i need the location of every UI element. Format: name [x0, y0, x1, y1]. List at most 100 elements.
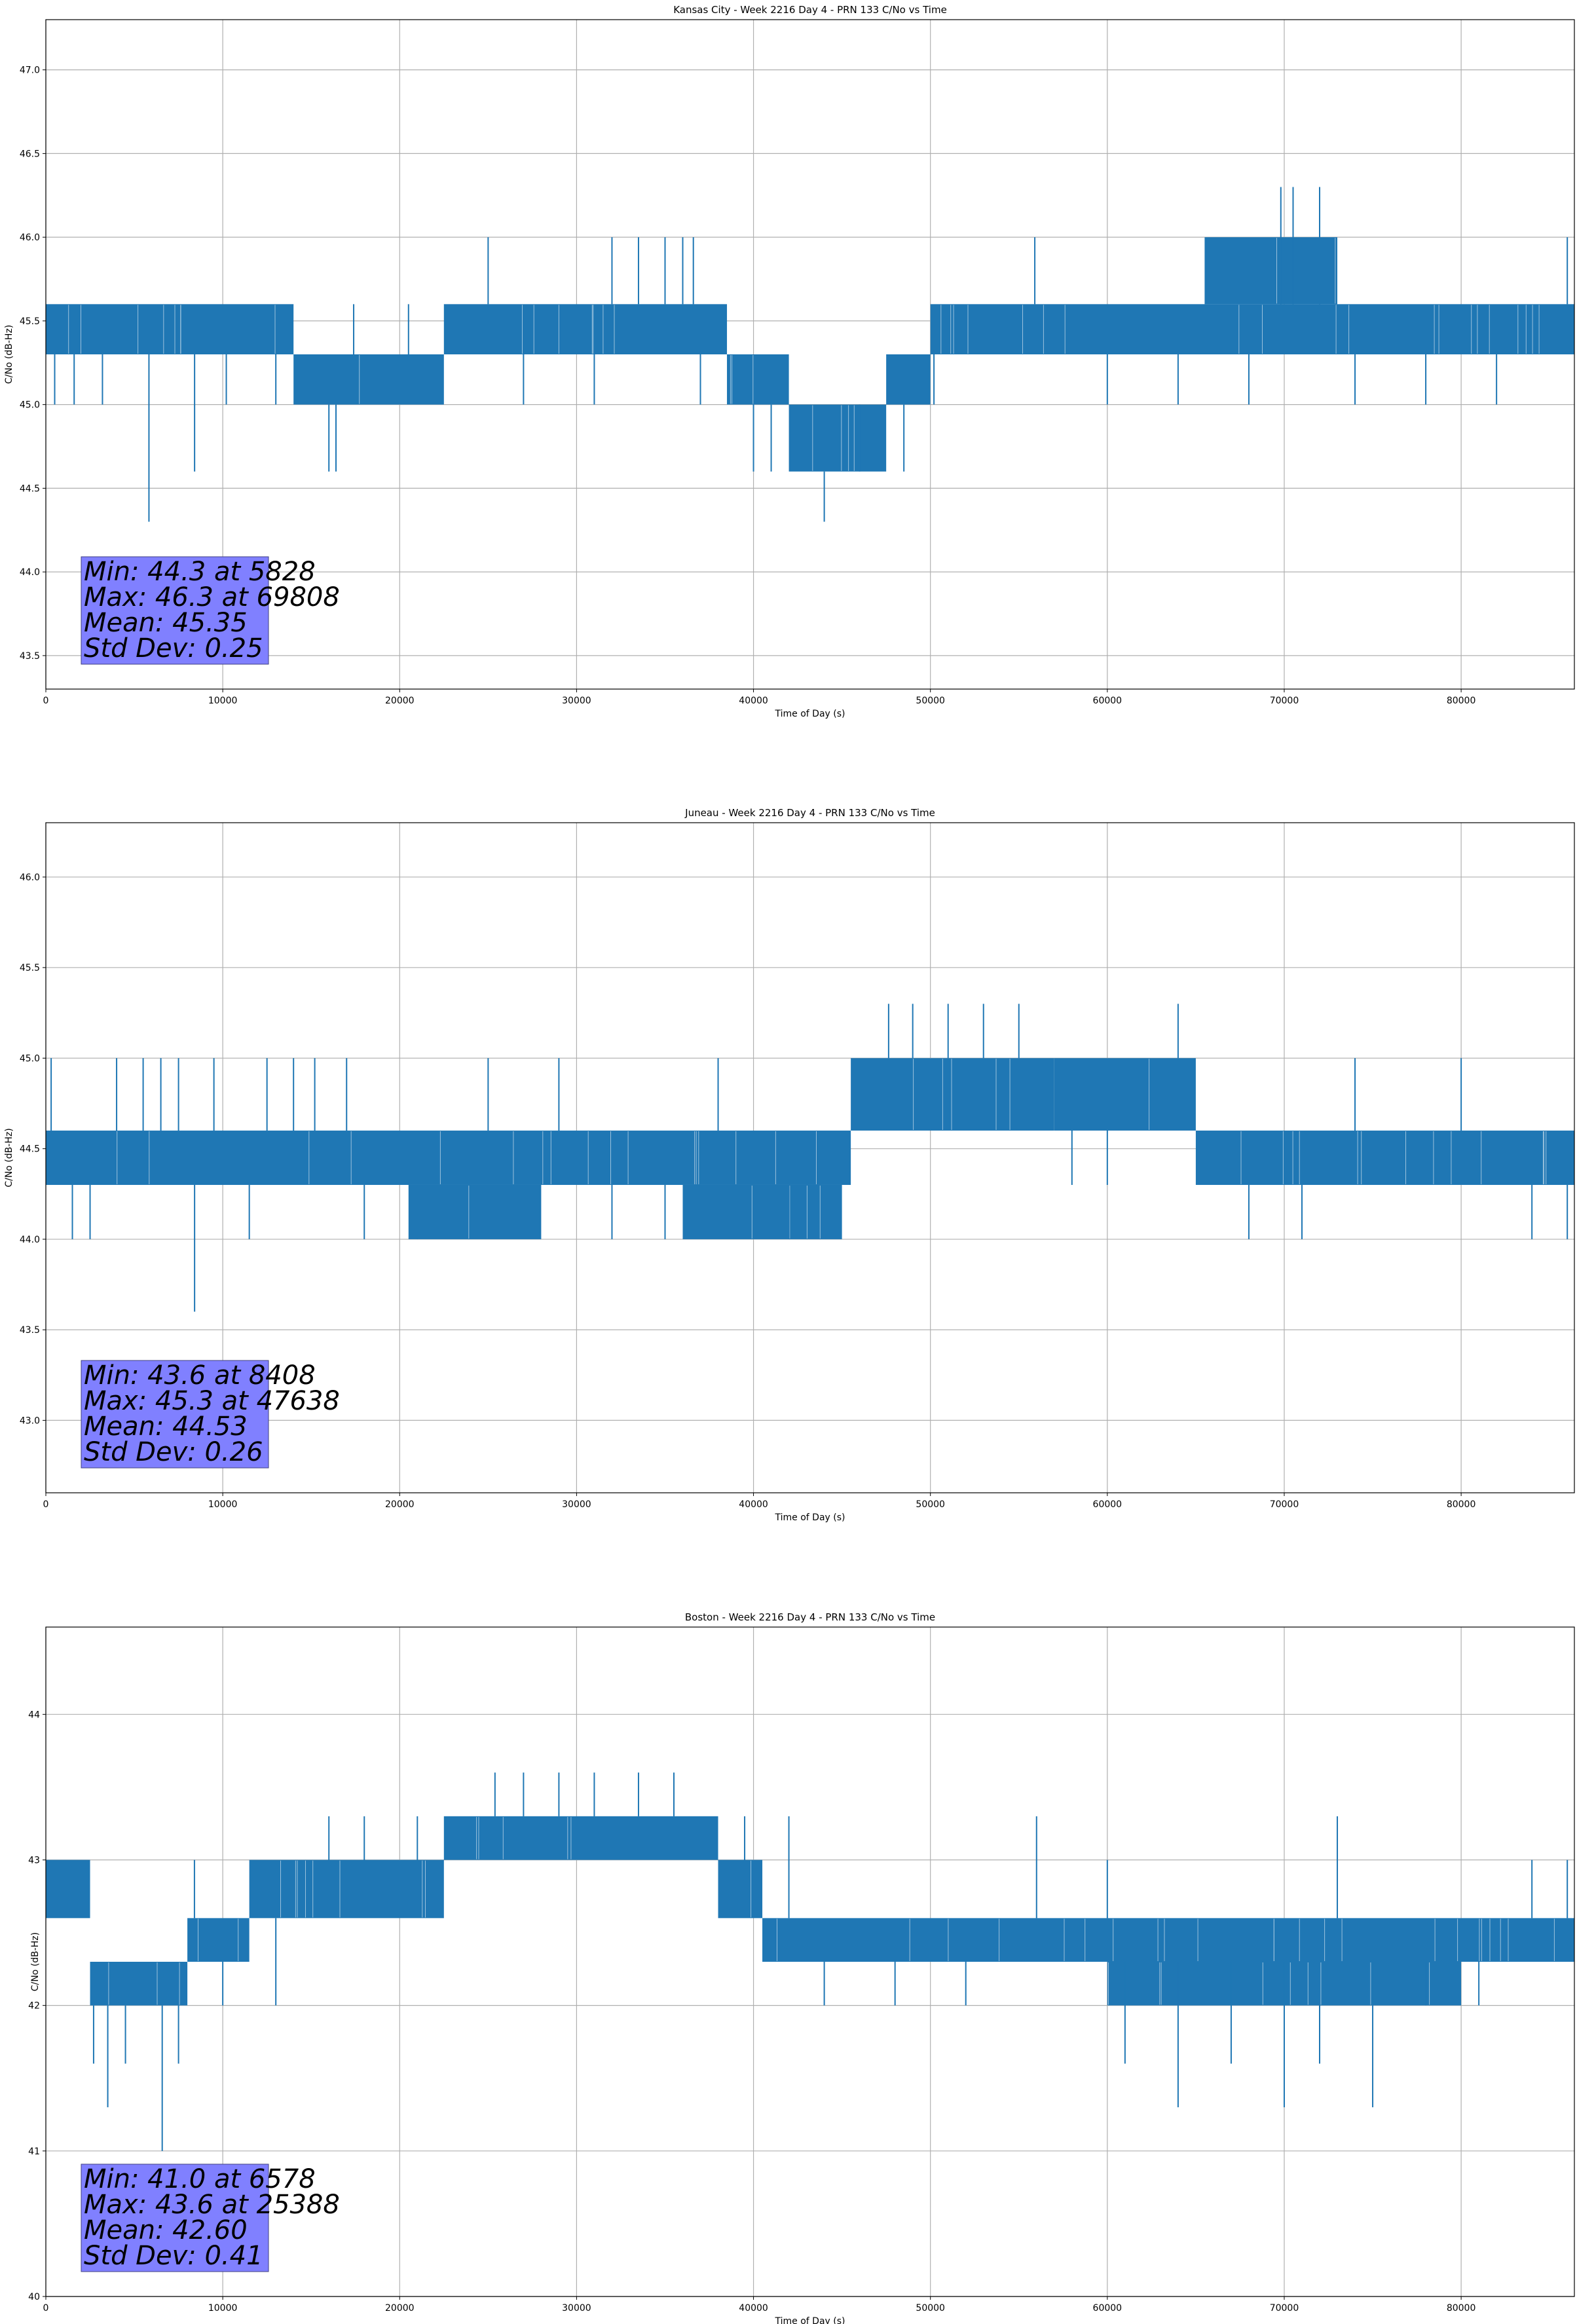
signal-gap: [108, 1962, 180, 2005]
y-axis-label: C/No (dB-Hz): [4, 1128, 14, 1187]
x-tick-label: 80000: [1447, 2303, 1476, 2314]
y-tick-label: 44.0: [20, 567, 40, 578]
stats-line: Std Dev: 0.25: [84, 633, 263, 664]
signal-band: [718, 1860, 763, 1919]
signal-band: [851, 1058, 1054, 1131]
y-tick-label: 45.0: [20, 400, 40, 411]
signal-gap: [68, 305, 276, 354]
data-series: [46, 187, 1574, 522]
data-series: [46, 1003, 1574, 1312]
x-axis-label: Time of Day (s): [775, 2316, 845, 2324]
signal-band: [46, 304, 294, 354]
x-tick-label: 20000: [385, 2303, 415, 2314]
x-tick-label: 20000: [385, 1499, 415, 1510]
x-tick-label: 40000: [739, 696, 768, 706]
x-tick-label: 60000: [1093, 1499, 1122, 1510]
stats-line: Mean: 45.35: [84, 608, 248, 638]
signal-band: [46, 1131, 851, 1185]
y-tick-label: 44.5: [20, 483, 40, 494]
x-tick-label: 60000: [1093, 696, 1122, 706]
signal-band: [727, 354, 789, 405]
signal-gap: [198, 1919, 239, 1961]
signal-gap: [1240, 1131, 1547, 1184]
signal-band: [187, 1918, 250, 1962]
signal-gap: [476, 1816, 572, 1860]
signal-gap: [751, 1185, 821, 1239]
signal-gap: [812, 405, 855, 471]
x-tick-label: 10000: [208, 696, 238, 706]
x-tick-label: 50000: [916, 2303, 945, 2314]
signal-band: [293, 354, 444, 405]
signal-gap: [940, 305, 1540, 354]
stats-box: [81, 1360, 269, 1469]
signal-band: [1195, 1131, 1574, 1185]
y-tick-label: 43.5: [20, 651, 40, 662]
axes-frame: [45, 19, 1575, 690]
y-tick-label: 46.0: [20, 233, 40, 243]
y-tick-label: 43.5: [20, 1325, 40, 1336]
x-tick-label: 30000: [562, 1499, 591, 1510]
x-tick-label: 10000: [208, 1499, 238, 1510]
signal-band: [682, 1184, 842, 1239]
signal-band: [1054, 1058, 1196, 1131]
signal-band: [762, 1918, 1574, 1962]
y-axis-label: C/No (dB-Hz): [4, 325, 14, 384]
signal-gap: [730, 355, 754, 404]
x-tick-label: 30000: [562, 696, 591, 706]
stats-line: Max: 45.3 at 47638: [84, 1386, 340, 1416]
stats-line: Mean: 42.60: [84, 2215, 248, 2245]
signal-gap: [117, 1131, 817, 1184]
stats-line: Min: 43.6 at 8408: [84, 1360, 316, 1391]
x-axis-label: Time of Day (s): [775, 709, 845, 719]
chart-title: Juneau - Week 2216 Day 4 - PRN 133 C/No …: [684, 807, 935, 819]
x-tick-label: 30000: [562, 2303, 591, 2314]
signal-band: [930, 304, 1574, 354]
signal-band: [886, 354, 931, 405]
y-tick-label: 41: [28, 2146, 40, 2157]
y-tick-label: 44.0: [20, 1235, 40, 1245]
x-tick-label: 0: [43, 2303, 49, 2314]
chart-2: 0 10000 20000 30000 40000 50000 60000 70000 8000…: [4, 807, 1575, 1523]
chart-1: 0 10000 20000 30000 40000 50000 60000 70000 8000…: [4, 4, 1575, 719]
signal-gap: [280, 1860, 426, 1918]
stats-line: Std Dev: 0.26: [84, 1437, 263, 1467]
stats-line: Mean: 44.53: [84, 1412, 248, 1442]
stats-line: Min: 44.3 at 5828: [84, 557, 316, 587]
signal-band: [788, 404, 887, 472]
x-tick-label: 80000: [1447, 1499, 1476, 1510]
y-tick-label: 47.0: [20, 66, 40, 76]
y-tick-label: 46.0: [20, 872, 40, 883]
y-tick-label: 44.5: [20, 1144, 40, 1155]
signal-band: [46, 1860, 90, 1919]
signal-band: [408, 1184, 542, 1239]
x-tick-label: 40000: [739, 1499, 768, 1510]
x-tick-label: 70000: [1270, 2303, 1299, 2314]
y-tick-label: 43: [28, 1855, 40, 1865]
signal-band: [1204, 237, 1338, 305]
chart-3: 0 10000 20000 30000 40000 50000 60000 70000 8000…: [28, 1611, 1575, 2324]
signal-band: [443, 304, 728, 354]
x-tick-label: 80000: [1447, 696, 1476, 706]
signal-gap: [1108, 1962, 1430, 2005]
x-tick-label: 0: [43, 696, 49, 706]
axes-frame: [45, 1626, 1575, 2297]
stats-line: Max: 43.6 at 25388: [84, 2190, 340, 2220]
y-tick-label: 45.5: [20, 316, 40, 327]
x-axis-label: Time of Day (s): [775, 1512, 845, 1523]
x-tick-label: 70000: [1270, 696, 1299, 706]
chart-title: Kansas City - Week 2216 Day 4 - PRN 133 …: [673, 4, 947, 16]
stats-line: Std Dev: 0.41: [84, 2241, 263, 2271]
x-tick-label: 20000: [385, 696, 415, 706]
y-tick-label: 45.5: [20, 963, 40, 973]
data-series: [46, 1772, 1574, 2151]
x-tick-label: 50000: [916, 1499, 945, 1510]
x-tick-label: 10000: [208, 2303, 238, 2314]
stats-line: Min: 41.0 at 6578: [84, 2164, 316, 2194]
axes-frame: [45, 822, 1575, 1493]
x-tick-label: 40000: [739, 2303, 768, 2314]
y-tick-label: 43.0: [20, 1415, 40, 1426]
x-tick-label: 0: [43, 1499, 49, 1510]
x-tick-label: 60000: [1093, 2303, 1122, 2314]
y-tick-label: 40: [28, 2292, 40, 2302]
y-tick-label: 44: [28, 1710, 40, 1720]
